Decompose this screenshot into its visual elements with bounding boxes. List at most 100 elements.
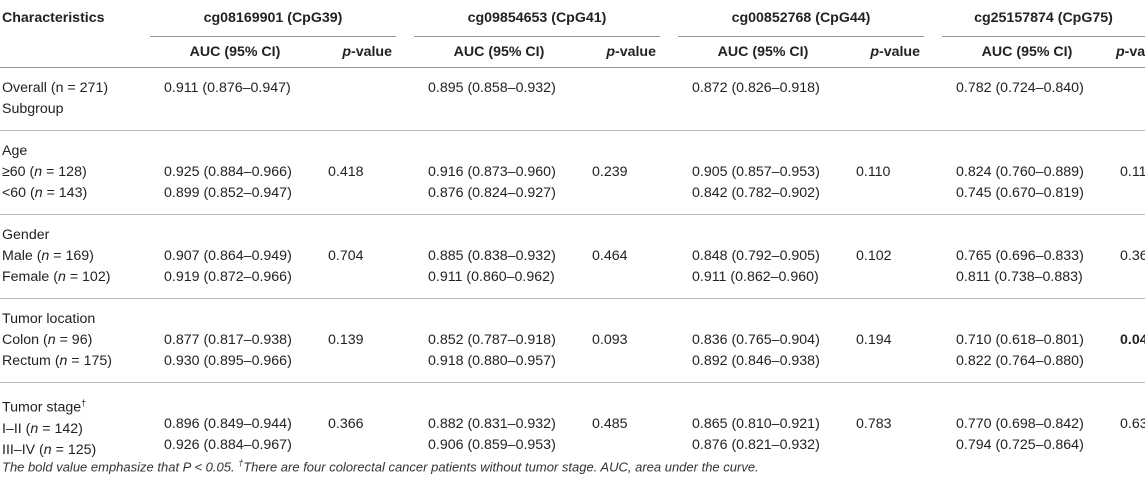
auc-cell: 0.848 (0.792–0.905) 0.911 (0.862–0.960)	[678, 214, 848, 299]
row-characteristics: Gender Male (n = 169) Female (n = 102)	[0, 214, 150, 299]
row-label: III–IV (n = 125)	[2, 441, 97, 458]
pvalue: 0.418	[328, 164, 364, 180]
pvalue-cell: 0.638	[1112, 381, 1145, 471]
auc-value: 0.877 (0.817–0.938)	[164, 332, 292, 348]
row-label: <60 (n = 143)	[2, 185, 88, 201]
auc-value	[956, 393, 1108, 414]
row-characteristics: Overall (n = 271) Subgroup	[0, 68, 150, 131]
pvalue-cell: 0.464	[584, 214, 660, 299]
table-row: Tumor location Colon (n = 96) Rectum (n = …	[0, 298, 1145, 383]
pvalue-cell: 0.139	[320, 298, 396, 383]
row-label: Subgroup	[2, 101, 64, 117]
header-pvalue: p-value	[848, 36, 924, 68]
auc-cell: 0.872 (0.826–0.918)	[678, 68, 848, 131]
header-marker: cg09854653 (CpG41)	[467, 10, 607, 26]
table-row: Age ≥60 (n = 128) <60 (n = 143) 0.925 (0.8…	[0, 130, 1145, 215]
auc-value: 0.885 (0.838–0.932)	[428, 248, 556, 264]
auc-value: 0.745 (0.670–0.819)	[956, 185, 1084, 201]
auc-value: 0.876 (0.824–0.927)	[428, 185, 556, 201]
header-blank	[0, 37, 150, 68]
auc-value	[956, 141, 1108, 162]
pvalue: 0.485	[592, 416, 628, 432]
row-label: Tumor location	[2, 311, 96, 327]
pvalue-cell: 0.704	[320, 214, 396, 299]
auc-value: 0.848 (0.792–0.905)	[692, 248, 820, 264]
auc-cell: 0.852 (0.787–0.918) 0.918 (0.880–0.957)	[414, 298, 584, 383]
auc-value: 0.842 (0.782–0.902)	[692, 185, 820, 201]
auc-value: 0.895 (0.858–0.932)	[428, 80, 556, 96]
pvalue-cell	[848, 68, 924, 131]
pvalue-cell: 0.418	[320, 130, 396, 215]
auc-value: 0.918 (0.880–0.957)	[428, 353, 556, 369]
auc-value: 0.824 (0.760–0.889)	[956, 164, 1084, 180]
pvalue: 0.115	[1120, 164, 1145, 180]
pvalue: 0.194	[856, 332, 892, 348]
pvalue-cell: 0.110	[848, 130, 924, 215]
header-characteristics: Characteristics	[2, 10, 105, 27]
pvalue: 0.239	[592, 164, 628, 180]
header-marker: cg25157874 (CpG75)	[974, 10, 1113, 26]
auc-cell: 0.782 (0.724–0.840)	[942, 68, 1112, 131]
auc-value: 0.896 (0.849–0.944)	[164, 416, 292, 432]
pvalue-cell: 0.043	[1112, 298, 1145, 383]
auc-value	[692, 141, 844, 162]
auc-cell: 0.710 (0.618–0.801) 0.822 (0.764–0.880)	[942, 298, 1112, 383]
auc-value	[164, 393, 316, 414]
auc-value: 0.907 (0.864–0.949)	[164, 248, 292, 264]
auc-value	[956, 225, 1108, 246]
auc-value: 0.822 (0.764–0.880)	[956, 353, 1084, 369]
auc-value	[428, 393, 580, 414]
auc-value: 0.872 (0.826–0.918)	[692, 80, 820, 96]
auc-value	[164, 141, 316, 162]
auc-value	[692, 309, 844, 330]
pvalue: 0.464	[592, 248, 628, 264]
row-characteristics: Tumor location Colon (n = 96) Rectum (n = …	[0, 298, 150, 383]
row-label: ≥60 (n = 128)	[2, 164, 87, 180]
auc-value: 0.811 (0.738–0.883)	[956, 269, 1083, 285]
pvalue-cell: 0.366	[320, 381, 396, 471]
auc-cell: 0.907 (0.864–0.949) 0.919 (0.872–0.966)	[150, 214, 320, 299]
table-row: Gender Male (n = 169) Female (n = 102) 0.9…	[0, 214, 1145, 299]
auc-cell: 0.895 (0.858–0.932)	[414, 68, 584, 131]
table-footnote: The bold value emphasize that P < 0.05. …	[2, 458, 759, 475]
auc-value: 0.836 (0.765–0.904)	[692, 332, 820, 348]
auc-value: 0.865 (0.810–0.921)	[692, 416, 820, 432]
auc-value: 0.916 (0.873–0.960)	[428, 164, 556, 180]
auc-value: 0.782 (0.724–0.840)	[956, 80, 1084, 96]
pvalue: 0.110	[856, 164, 891, 180]
auc-cell: 0.865 (0.810–0.921) 0.876 (0.821–0.932)	[678, 381, 848, 471]
pvalue: 0.043	[1120, 332, 1145, 348]
row-label: Female (n = 102)	[2, 269, 111, 285]
auc-value: 0.794 (0.725–0.864)	[956, 437, 1084, 453]
pvalue-cell: 0.115	[1112, 130, 1145, 215]
pvalue-cell	[584, 68, 660, 131]
auc-value: 0.919 (0.872–0.966)	[164, 269, 292, 285]
auc-value	[956, 309, 1108, 330]
auc-value	[428, 309, 580, 330]
auc-value	[164, 225, 316, 246]
auc-value: 0.911 (0.876–0.947)	[164, 80, 291, 96]
auc-value: 0.876 (0.821–0.932)	[692, 437, 820, 453]
pvalue: 0.366	[1120, 248, 1145, 264]
pvalue: 0.638	[1120, 416, 1145, 432]
auc-value: 0.911 (0.860–0.962)	[428, 269, 555, 285]
auc-cell: 0.896 (0.849–0.944) 0.926 (0.884–0.967)	[150, 381, 320, 471]
auc-value: 0.882 (0.831–0.932)	[428, 416, 556, 432]
auc-cell: 0.905 (0.857–0.953) 0.842 (0.782–0.902)	[678, 130, 848, 215]
pvalue-cell: 0.485	[584, 381, 660, 471]
header-marker: cg08169901 (CpG39)	[203, 10, 343, 26]
auc-value	[428, 225, 580, 246]
pvalue: 0.704	[328, 248, 364, 264]
row-label: Colon (n = 96)	[2, 332, 93, 348]
header-pvalue: p-value	[320, 36, 396, 68]
auc-table: Characteristics cg08169901 (CpG39) cg098…	[0, 10, 1145, 471]
auc-value: 0.925 (0.884–0.966)	[164, 164, 292, 180]
pvalue: 0.139	[328, 332, 364, 348]
auc-value: 0.911 (0.862–0.960)	[692, 269, 819, 285]
row-label: Tumor stage†	[2, 398, 87, 416]
auc-cell: 0.765 (0.696–0.833) 0.811 (0.738–0.883)	[942, 214, 1112, 299]
auc-value: 0.905 (0.857–0.953)	[692, 164, 820, 180]
row-label: Gender	[2, 227, 50, 243]
pvalue-cell: 0.366	[1112, 214, 1145, 299]
auc-value: 0.765 (0.696–0.833)	[956, 248, 1084, 264]
